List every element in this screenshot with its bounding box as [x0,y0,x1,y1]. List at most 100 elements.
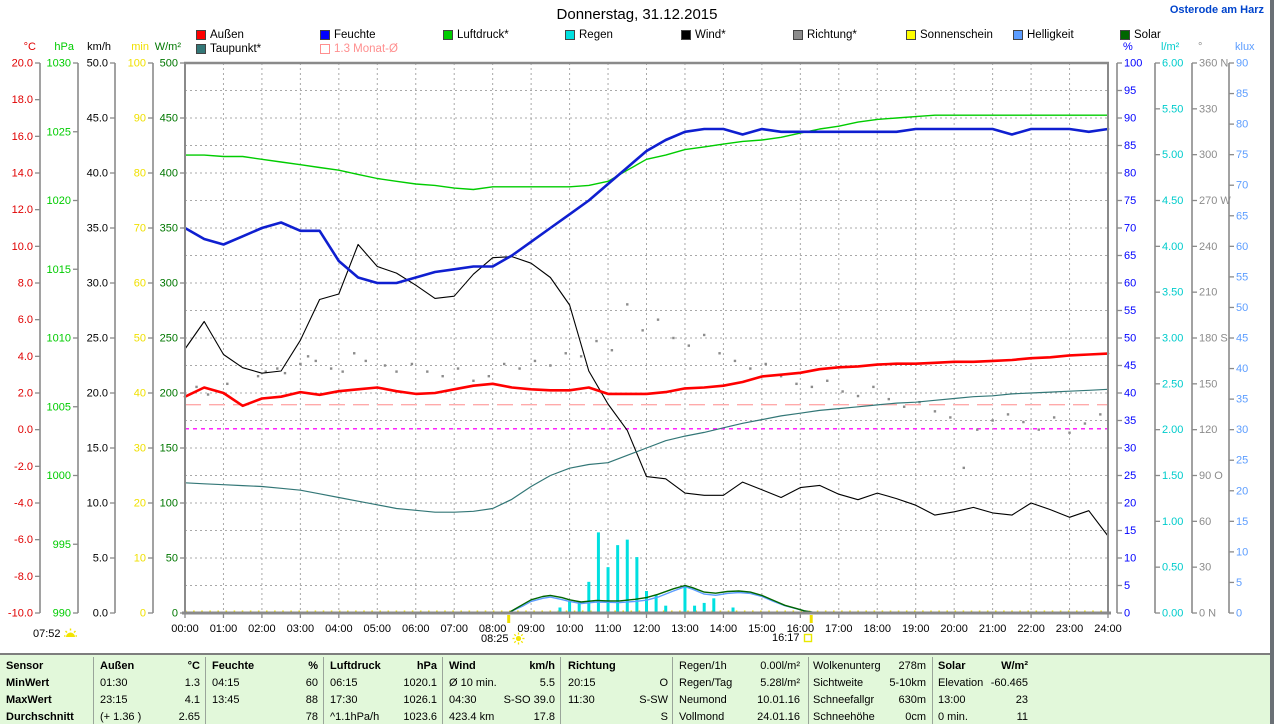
x-axis-label: 02:00 [248,623,276,635]
legend-item-monat[interactable]: 1.3 Monat-Ø [320,43,398,55]
table-cell-wind-row3: 423.4 km 17.8 [449,710,555,727]
axis-tick-label-brightness: 65 [1236,210,1248,222]
legend-item-regen[interactable]: Regen [565,29,613,41]
axis-tick-label-radiation: 50 [166,553,178,565]
legend-label: Taupunkt* [210,43,262,55]
axis-tick-label-rain: 1.50 [1162,470,1183,482]
station-name: Osterode am Harz [1169,4,1264,16]
table-cell-luftdruck-row2: 17:30 1026.1 [330,693,437,710]
cell-label: 04:30 [449,694,477,706]
direction-dot [733,359,737,363]
cell-label: Wind [449,660,476,672]
table-column-separator [672,657,673,724]
axis-tick-label-rain: 2.50 [1162,378,1183,390]
x-axis-label: 16:00 [787,623,815,635]
x-axis-label: 10:00 [556,623,584,635]
axis-tick-label-wind: 5.0 [93,553,108,565]
axis-tick-label-direction: 360 N [1199,58,1228,70]
cell-label: Regen/1h [679,660,727,672]
cell-value: 5.28l/m² [760,677,800,689]
direction-dot [810,385,814,389]
table-cell-richtung-row1: 20:15 O [568,676,668,693]
axis-tick-label-brightness: 15 [1236,516,1248,528]
axis-tick-label-pressure: 1010 [47,333,71,345]
cell-label: 13:00 [938,694,966,706]
table-cell-sensor-row0: Sensor [6,660,44,672]
legend-swatch-icon [681,30,691,40]
direction-dot [687,344,691,347]
legend-item-richtung[interactable]: Richtung* [793,29,857,41]
axis-title-wind: km/h [87,41,111,53]
axis-tick-label-temp: -8.0 [14,571,33,583]
direction-dot [549,364,552,367]
direction-dot [226,382,229,386]
series-solar [507,584,821,614]
axis-tick-label-humidity: 50 [1124,333,1136,345]
axis-title-temp: °C [24,41,36,53]
legend-item-aussen[interactable]: Außen [196,29,244,41]
cell-label: 23:15 [100,694,128,706]
axis-tick-label-rain: 5.00 [1162,149,1183,161]
axis-tick-label-direction: 150 [1199,378,1217,390]
cell-label: Elevation [938,677,984,689]
table-cell-feuchte-row3: 78 [212,710,318,727]
table-cell-solar-row0: Solar W/m² [938,659,1028,676]
series-taupunkt [184,388,1109,513]
cell-value: O [659,677,668,689]
legend-item-wind[interactable]: Wind* [681,29,726,41]
direction-dot [949,416,952,419]
legend-item-helligkeit[interactable]: Helligkeit [1013,29,1074,41]
cell-label: 20:15 [568,677,596,689]
direction-dot [976,428,979,431]
direction-dot [341,370,344,373]
axis-tick-label-humidity: 65 [1124,250,1136,262]
direction-dot [1052,416,1056,419]
cell-value: 1020.1 [403,677,437,689]
cell-value: S-SW [639,694,668,706]
direction-dot [933,410,937,413]
direction-dot [641,329,644,332]
legend-item-luftdruck[interactable]: Luftdruck* [443,29,509,41]
axis-tick-label-brightness: 0 [1236,608,1242,620]
cell-value: S-SO 39.0 [503,694,555,706]
axis-tick-label-radiation: 0 [172,608,178,620]
cell-label: 01:30 [100,677,128,689]
legend-item-feuchte[interactable]: Feuchte [320,29,376,41]
legend-label: Außen [210,29,244,41]
direction-dot [353,352,356,355]
axis-tick-label-direction: 240 [1199,241,1217,253]
axis-tick-label-direction: 120 [1199,424,1217,436]
direction-dot [779,374,783,378]
cell-label: 17:30 [330,694,358,706]
cell-label: Vollmond [679,711,725,723]
legend-item-sonnenschein[interactable]: Sonnenschein [906,29,993,41]
direction-dot [276,367,279,370]
axis-tick-label-rain: 0.50 [1162,562,1183,574]
axis-tick-label-humidity: 25 [1124,470,1136,482]
legend-label: Sonnenschein [920,29,993,41]
axis-tick-label-rain: 4.00 [1162,241,1183,253]
x-axis-label: 08:00 [479,623,507,635]
axis-tick-label-brightness: 55 [1236,271,1248,283]
x-axis-label: 22:00 [1017,623,1045,635]
table-cell-sensor-row3: Durchschnitt [6,711,74,723]
cell-label: Schneehöhe [813,711,875,723]
legend-item-taupunkt[interactable]: Taupunkt* [196,43,261,55]
x-axis-label: 13:00 [671,623,699,635]
axis-tick-label-humidity: 95 [1124,85,1136,97]
x-axis-label: 17:00 [825,623,853,635]
sunrise-marker: 08:25 [481,632,525,645]
direction-dot [764,362,767,366]
axis-tick-label-temp: -6.0 [14,534,33,546]
x-axis-label: 06:00 [402,623,430,635]
cell-value: 60 [305,677,318,689]
axis-tick-label-temp: 12.0 [12,204,33,216]
table-cell-regen-row3: Vollmond 24.01.16 [679,710,800,727]
axis-tick-label-pressure: 1030 [47,58,71,70]
legend-item-solar[interactable]: Solar [1120,29,1161,41]
axis-tick-label-sunshine: 60 [134,278,146,290]
cell-value: 278m [898,660,926,672]
direction-dot [902,405,906,408]
x-axis-label: 19:00 [902,623,930,635]
table-cell-luftdruck-row3: ^1.1hPa/h 1023.6 [330,710,437,727]
